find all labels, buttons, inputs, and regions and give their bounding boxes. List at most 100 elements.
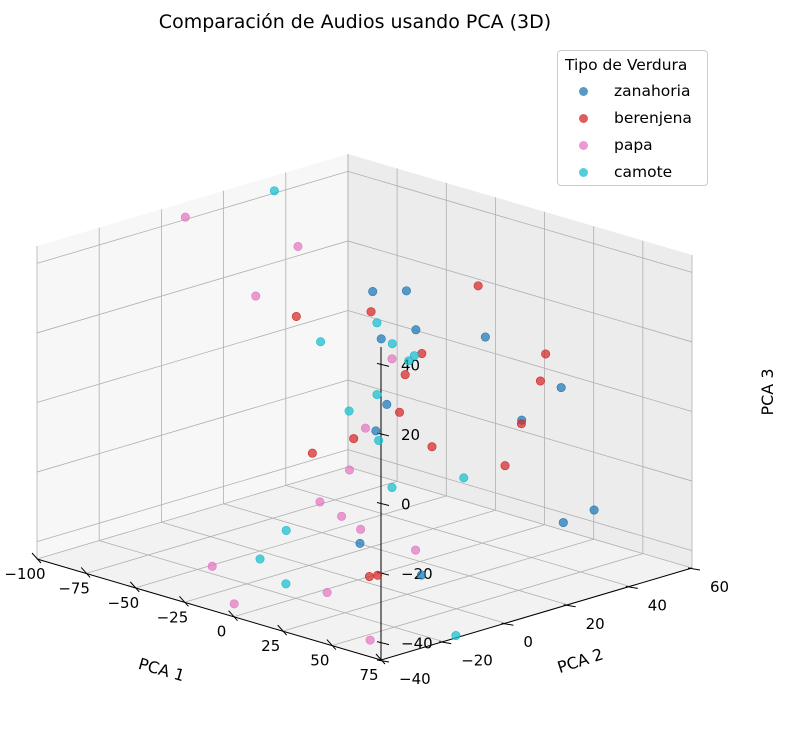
data-point-camote — [459, 473, 469, 483]
y-tick — [501, 622, 514, 626]
grid-line-z — [36, 449, 349, 542]
chart-title: Comparación de Audios usando PCA (3D) — [158, 11, 552, 33]
grid-line-y — [347, 466, 693, 569]
data-point-zanahoria — [558, 518, 568, 528]
legend-label: zanahoria — [614, 82, 691, 100]
grid-line-y — [99, 540, 444, 642]
data-point-camote — [281, 525, 291, 535]
grid-line-z — [36, 310, 349, 403]
grid-line-x — [36, 466, 349, 560]
y-tick — [563, 604, 576, 608]
grid-line-z — [347, 171, 693, 273]
legend-label: camote — [614, 163, 673, 181]
legend-marker — [579, 168, 588, 177]
grid-line-z — [347, 449, 693, 551]
data-point-zanahoria — [376, 334, 386, 344]
x-tick — [129, 581, 140, 593]
z-tick — [376, 362, 390, 367]
grid-line-x — [184, 509, 496, 603]
data-point-papa — [344, 465, 354, 475]
data-point-camote — [344, 406, 354, 416]
data-point-camote — [372, 390, 382, 400]
data-point-papa — [365, 635, 375, 645]
x-tick — [80, 567, 91, 578]
y-tick-label: −40 — [399, 670, 431, 688]
data-point-camote — [255, 554, 265, 564]
chart-points — [180, 186, 599, 645]
data-point-camote — [374, 435, 384, 445]
data-point-papa — [229, 599, 239, 609]
y-tick — [625, 585, 638, 589]
y-axis-line — [380, 567, 693, 661]
chart-legend: Tipo de Verdura zanahoria berenjena papa… — [557, 50, 708, 186]
data-point-camote — [281, 579, 291, 589]
grid-line-z — [347, 310, 693, 412]
z-tick — [376, 641, 390, 646]
y-tick-label: 40 — [648, 596, 667, 614]
legend-title: Tipo de Verdura — [565, 56, 688, 74]
data-point-papa — [356, 524, 366, 534]
x-tick-label: 50 — [310, 652, 329, 670]
legend-marker — [579, 141, 588, 150]
x-tick-label: −75 — [58, 579, 90, 597]
z-axis-label: PCA 3 — [758, 368, 777, 415]
data-point-berenjena — [307, 448, 317, 458]
grid-line-x — [331, 553, 643, 646]
data-point-berenjena — [364, 572, 374, 582]
x-tick-label: 75 — [359, 666, 378, 684]
grid-line-y — [223, 503, 568, 606]
data-point-berenjena — [291, 311, 301, 321]
x-tick — [277, 624, 288, 636]
grid-line-z — [36, 379, 349, 473]
x-tick-label: −100 — [4, 565, 45, 583]
data-point-berenjena — [427, 442, 437, 452]
data-point-zanahoria — [401, 286, 411, 296]
grid-line-z — [36, 240, 349, 334]
grid-line-z — [36, 171, 349, 264]
grid-line-x — [86, 481, 398, 574]
x-tick — [179, 595, 189, 607]
x-tick — [326, 639, 337, 650]
grid-line-z — [347, 379, 693, 482]
legend-item-berenjena: berenjena — [558, 108, 708, 130]
data-point-papa — [293, 241, 303, 251]
data-point-papa — [337, 511, 347, 521]
data-point-papa — [322, 588, 332, 598]
data-point-berenjena — [349, 434, 359, 444]
data-point-berenjena — [417, 349, 427, 359]
legend-item-papa: papa — [558, 135, 708, 157]
x-axis-line — [36, 558, 382, 661]
x-tick — [31, 552, 42, 564]
y-tick — [376, 659, 390, 663]
z-tick-label: −40 — [401, 635, 433, 653]
x-axis-label: PCA 1 — [136, 654, 186, 685]
x-tick — [228, 610, 238, 622]
legend-marker — [579, 87, 588, 96]
data-point-zanahoria — [416, 570, 426, 580]
data-point-papa — [315, 497, 325, 507]
x-tick-label: 0 — [217, 623, 227, 641]
data-point-camote — [387, 339, 397, 349]
data-point-camote — [409, 351, 419, 361]
legend-label: berenjena — [614, 109, 692, 127]
y-tick — [687, 567, 701, 571]
floor-pane — [37, 467, 692, 660]
data-point-zanahoria — [411, 325, 421, 335]
legend-label: papa — [614, 136, 653, 154]
data-point-zanahoria — [371, 426, 381, 436]
z-tick-label: 20 — [401, 426, 420, 444]
grid-line-x — [135, 495, 447, 589]
z-tick — [376, 502, 390, 506]
legend-item-zanahoria: zanahoria — [558, 81, 708, 103]
y-tick-label: −20 — [461, 652, 493, 670]
x-tick-label: −50 — [107, 594, 139, 612]
grid-line-x — [282, 538, 594, 632]
data-point-zanahoria — [382, 399, 392, 409]
data-point-papa — [180, 212, 190, 222]
chart-grid — [36, 154, 693, 661]
data-point-zanahoria — [589, 505, 599, 515]
data-point-zanahoria — [368, 287, 378, 297]
x-tick-label: −25 — [157, 608, 189, 626]
data-point-berenjena — [400, 370, 410, 380]
data-point-berenjena — [541, 349, 551, 359]
